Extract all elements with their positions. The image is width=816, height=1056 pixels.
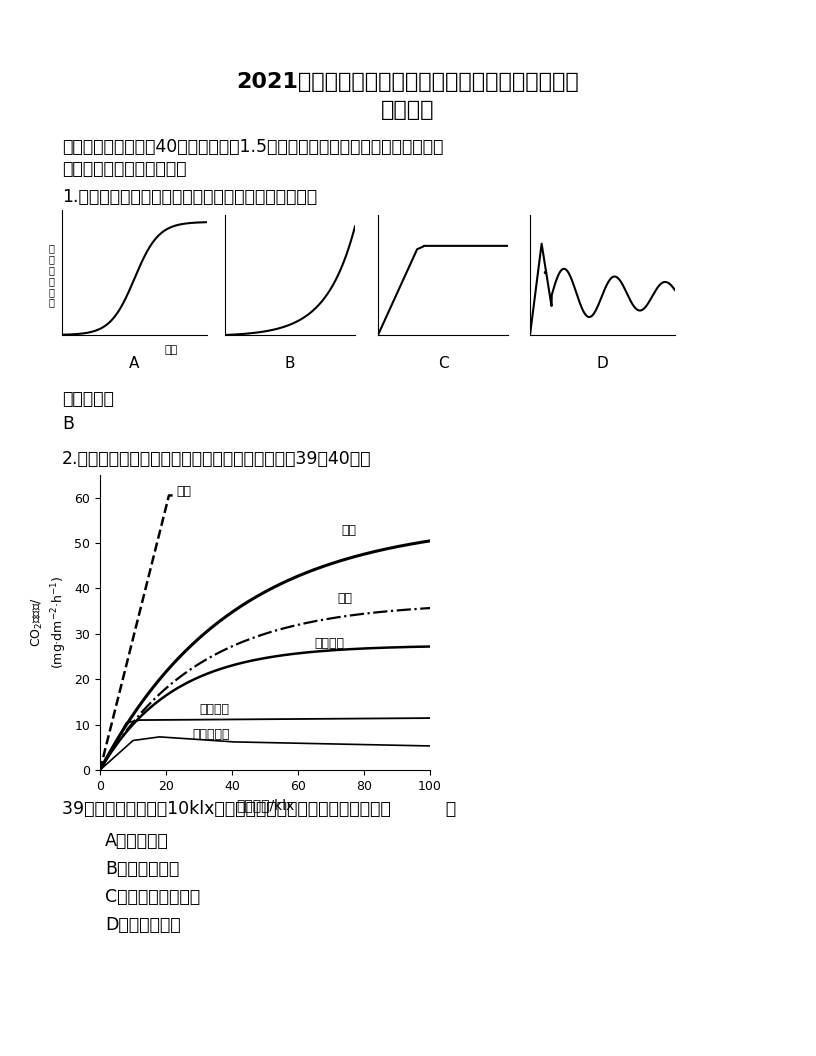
Text: C．阳生草本和小麦: C．阳生草本和小麦	[105, 888, 200, 906]
Text: 2.右图是根据实验数据绘制而成的，请据图回答第39和40题：: 2.右图是根据实验数据绘制而成的，请据图回答第39和40题：	[62, 450, 371, 468]
Text: C: C	[437, 356, 448, 371]
Text: 39．在光照强度达到10klx后，光合作用强度不再提高的植物是（          ）: 39．在光照强度达到10klx后，光合作用强度不再提高的植物是（ ）	[62, 800, 456, 818]
Text: 参考答案：: 参考答案：	[62, 390, 114, 408]
Text: 题含解析: 题含解析	[381, 100, 435, 120]
Text: A: A	[129, 357, 140, 372]
Text: B: B	[285, 356, 295, 371]
Text: 阴生草本: 阴生草本	[199, 703, 229, 716]
Text: 小麦: 小麦	[338, 592, 353, 605]
X-axis label: 光照强度/klx: 光照强度/klx	[236, 798, 295, 812]
Text: D．高粱和玉米: D．高粱和玉米	[105, 916, 180, 934]
Text: B: B	[62, 415, 74, 433]
Text: B．苔藓和藻类: B．苔藓和藻类	[105, 860, 180, 878]
Text: 2021年河南省焦作市育杰学校高二生物下学期期末试: 2021年河南省焦作市育杰学校高二生物下学期期末试	[237, 72, 579, 92]
Text: 时间: 时间	[164, 344, 177, 355]
Text: 一项是符合题目要求的。）: 一项是符合题目要求的。）	[62, 161, 187, 178]
Text: 阳生草本: 阳生草本	[314, 638, 344, 650]
Y-axis label: CO$_2$吸收量/
(mg·dm$^{-2}$·h$^{-1}$): CO$_2$吸收量/ (mg·dm$^{-2}$·h$^{-1}$)	[30, 576, 69, 670]
Text: 1.在下列图中，表示种群在无环境阻力状况下增长的是: 1.在下列图中，表示种群在无环境阻力状况下增长的是	[62, 188, 317, 206]
Text: 一、选择题（本题共40小题，每小题1.5分。在每小题给出的四个选项中，只有: 一、选择题（本题共40小题，每小题1.5分。在每小题给出的四个选项中，只有	[62, 138, 443, 156]
Text: 玉米: 玉米	[341, 524, 356, 538]
Text: 苔藓、藻类: 苔藓、藻类	[193, 729, 230, 741]
Text: 种
群
个
体
数
量: 种 群 个 体 数 量	[49, 244, 55, 307]
Text: D: D	[596, 356, 609, 371]
Text: A．阴生草本: A．阴生草本	[105, 832, 169, 850]
Text: 高粱: 高粱	[176, 485, 191, 497]
